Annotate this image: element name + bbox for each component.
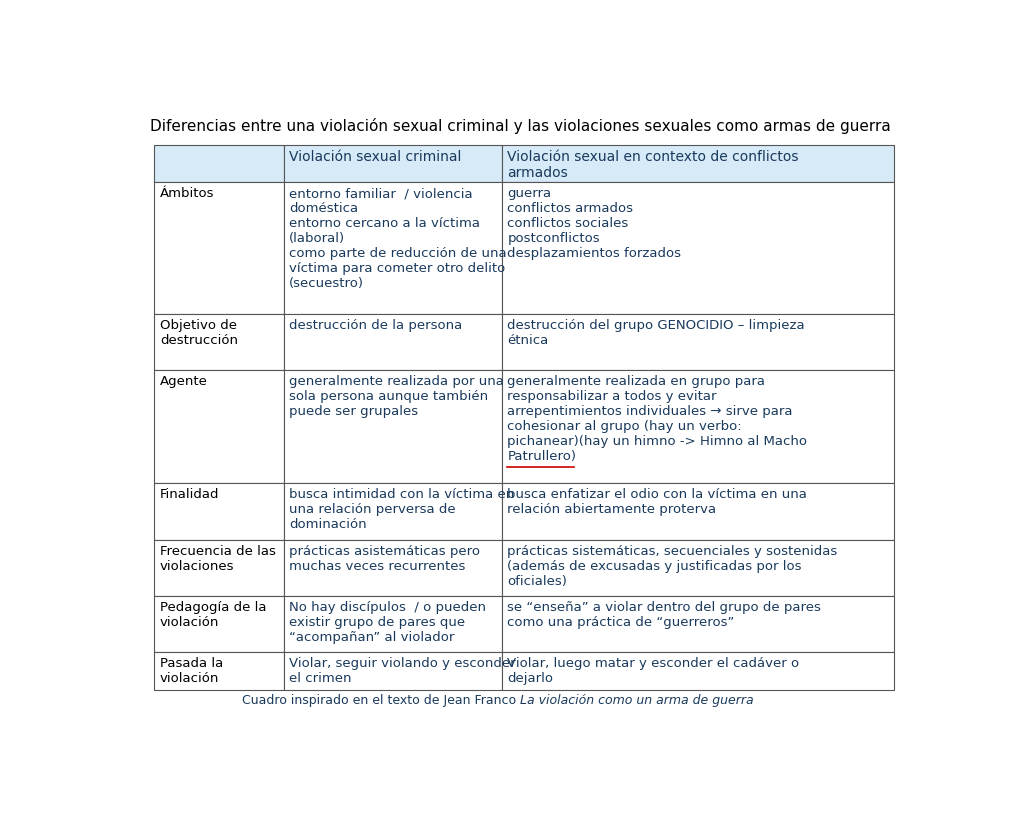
- Bar: [154, 484, 284, 540]
- Text: Violar, seguir violando y esconder
el crimen: Violar, seguir violando y esconder el cr…: [289, 658, 516, 685]
- Bar: [502, 370, 894, 484]
- Text: destrucción de la persona: destrucción de la persona: [289, 319, 463, 332]
- Bar: [154, 370, 284, 484]
- Text: Cuadro inspirado en el texto de Jean Franco: Cuadro inspirado en el texto de Jean Fra…: [242, 694, 520, 707]
- Text: busca intimidad con la víctima en
una relación perversa de
dominación: busca intimidad con la víctima en una re…: [289, 488, 515, 532]
- Bar: [502, 314, 894, 370]
- Text: Diferencias entre una violación sexual criminal y las violaciones sexuales como : Diferencias entre una violación sexual c…: [150, 118, 890, 133]
- Bar: [154, 652, 284, 690]
- Text: guerra
conflictos armados
conflictos sociales
postconflictos
desplazamientos for: guerra conflictos armados conflictos soc…: [508, 187, 681, 260]
- Text: Violar, luego matar y esconder el cadáver o
dejarlo: Violar, luego matar y esconder el cadáve…: [508, 658, 800, 685]
- Text: destrucción del grupo GENOCIDIO – limpieza
étnica: destrucción del grupo GENOCIDIO – limpie…: [508, 319, 805, 347]
- Bar: [502, 540, 894, 596]
- Text: La violación como un arma de guerra: La violación como un arma de guerra: [520, 694, 754, 707]
- Text: Frecuencia de las
violaciones: Frecuencia de las violaciones: [160, 545, 276, 572]
- Bar: [284, 145, 502, 182]
- Bar: [284, 596, 502, 652]
- Bar: [284, 652, 502, 690]
- Text: generalmente realizada en grupo para
responsabilizar a todos y evitar
arrepentim: generalmente realizada en grupo para res…: [508, 375, 808, 463]
- Text: prácticas sistemáticas, secuenciales y sostenidas
(además de excusadas y justifi: prácticas sistemáticas, secuenciales y s…: [508, 545, 837, 588]
- Bar: [284, 484, 502, 540]
- Bar: [502, 652, 894, 690]
- Bar: [284, 314, 502, 370]
- Text: Pasada la
violación: Pasada la violación: [160, 658, 223, 685]
- Text: prácticas asistemáticas pero
muchas veces recurrentes: prácticas asistemáticas pero muchas vece…: [289, 545, 480, 572]
- Text: Agente: Agente: [160, 375, 208, 388]
- Text: Violación sexual criminal: Violación sexual criminal: [289, 150, 462, 164]
- Text: Objetivo de
destrucción: Objetivo de destrucción: [160, 319, 238, 347]
- Text: busca enfatizar el odio con la víctima en una
relación abiertamente proterva: busca enfatizar el odio con la víctima e…: [508, 488, 807, 516]
- Bar: [154, 182, 284, 314]
- Text: Pedagogía de la
violación: Pedagogía de la violación: [160, 601, 266, 629]
- Bar: [284, 540, 502, 596]
- Text: Violación sexual en contexto de conflictos
armados: Violación sexual en contexto de conflict…: [508, 150, 799, 180]
- Bar: [502, 596, 894, 652]
- Bar: [284, 370, 502, 484]
- Bar: [284, 182, 502, 314]
- Bar: [502, 484, 894, 540]
- Bar: [154, 314, 284, 370]
- Bar: [502, 145, 894, 182]
- Bar: [502, 182, 894, 314]
- Bar: [154, 540, 284, 596]
- Bar: [154, 596, 284, 652]
- Text: generalmente realizada por una
sola persona aunque también
puede ser grupales: generalmente realizada por una sola pers…: [289, 375, 504, 418]
- Text: No hay discípulos  / o pueden
existir grupo de pares que
“acompañan” al violador: No hay discípulos / o pueden existir gru…: [289, 601, 486, 644]
- Text: Finalidad: Finalidad: [160, 488, 219, 501]
- Bar: [154, 145, 284, 182]
- Text: Ámbitos: Ámbitos: [160, 187, 214, 200]
- Text: se “enseña” a violar dentro del grupo de pares
como una práctica de “guerreros”: se “enseña” a violar dentro del grupo de…: [508, 601, 821, 629]
- Text: entorno familiar  / violencia
doméstica
entorno cercano a la víctima
(laboral)
c: entorno familiar / violencia doméstica e…: [289, 187, 506, 291]
